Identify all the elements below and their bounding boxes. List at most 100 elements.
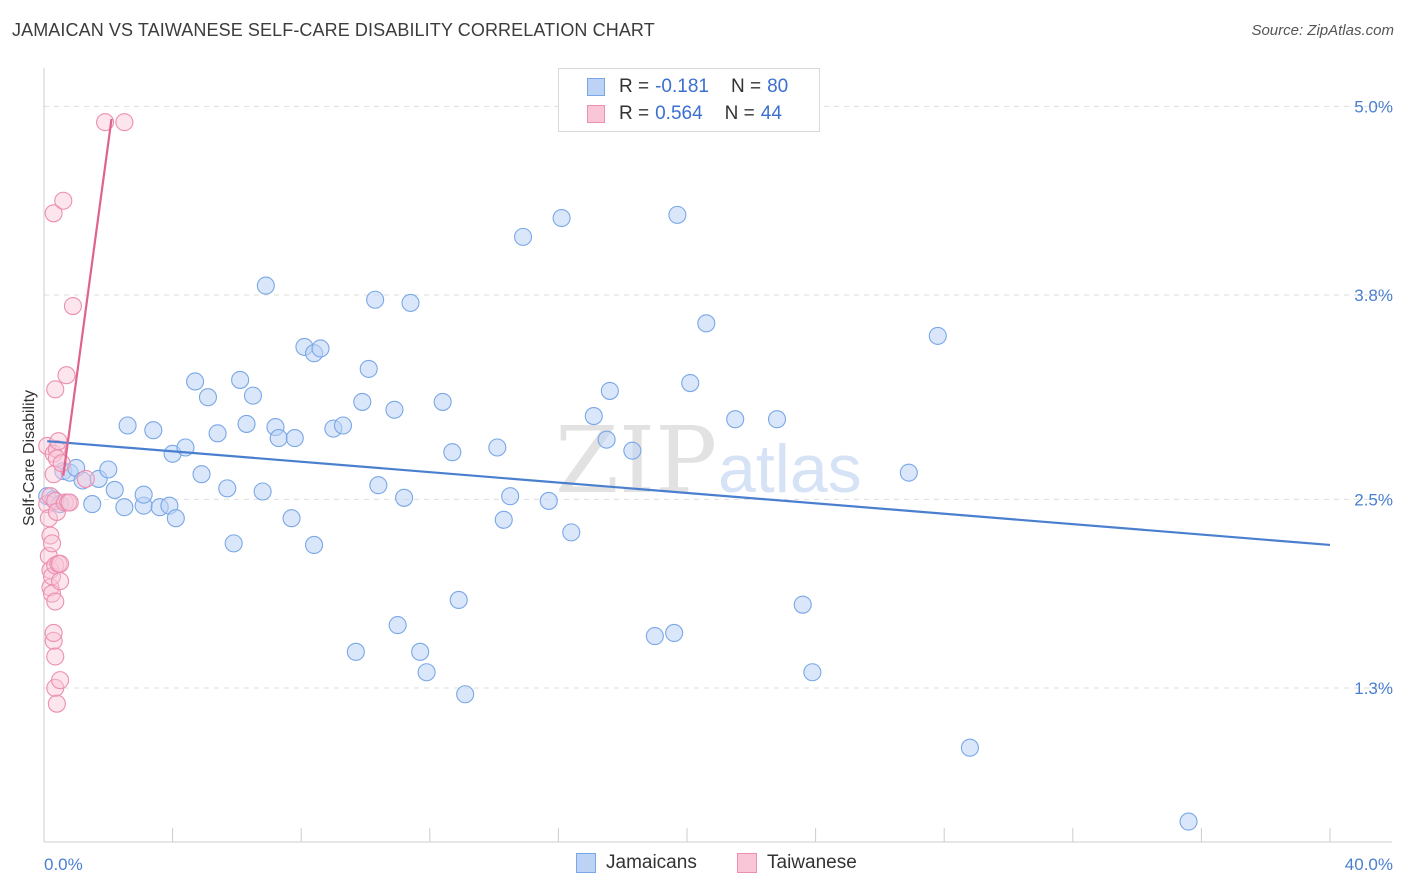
- jamaicans-point: [401, 293, 420, 312]
- jamaicans-point: [118, 416, 137, 435]
- jamaicans-point: [597, 430, 616, 449]
- jamaicans-point: [539, 491, 558, 510]
- legend-swatch-jamaicans: [576, 853, 596, 873]
- chart-source: Source: ZipAtlas.com: [1251, 22, 1394, 39]
- stats-legend: R = -0.181 N = 80 R = 0.564 N = 44: [558, 68, 820, 132]
- jamaicans-point: [186, 372, 205, 391]
- jamaicans-point: [99, 460, 118, 479]
- taiwanese-point: [54, 191, 73, 210]
- jamaicans-point: [562, 523, 581, 542]
- jamaicans-point: [726, 410, 745, 429]
- jamaicans-point: [899, 463, 918, 482]
- jamaicans-point: [793, 595, 812, 614]
- jamaicans-point: [224, 534, 243, 553]
- legend-n-label: N =: [730, 76, 762, 97]
- jamaicans-point: [645, 627, 664, 646]
- jamaicans-point: [417, 663, 436, 682]
- jamaicans-point: [552, 208, 571, 228]
- jamaicans-point: [665, 623, 684, 643]
- taiwanese-point: [60, 493, 79, 512]
- watermark-atlas: atlas: [718, 431, 862, 507]
- jamaicans-point: [269, 429, 288, 448]
- jamaicans-point: [385, 400, 404, 419]
- legend-r-value: 0.564: [655, 103, 703, 124]
- legend-item-jamaicans[interactable]: Jamaicans: [576, 852, 697, 874]
- y-axis-label: Self-Care Disability: [21, 390, 38, 526]
- jamaicans-point: [388, 616, 407, 635]
- jamaicans-point: [494, 510, 513, 529]
- legend-r-value: -0.181: [655, 76, 709, 97]
- jamaicans-point: [243, 386, 263, 405]
- taiwanese-point: [63, 296, 82, 316]
- series-legend: Jamaicans Taiwanese: [0, 852, 1406, 878]
- jamaicans-point: [1179, 812, 1198, 831]
- y-tick-label: 5.0%: [1354, 97, 1393, 116]
- jamaicans-point: [501, 487, 520, 506]
- taiwanese-trend-line: [62, 118, 113, 476]
- taiwanese-point: [76, 469, 95, 488]
- watermark: ZIP atlas: [555, 407, 862, 514]
- jamaicans-point: [369, 476, 388, 495]
- jamaicans-point: [411, 642, 430, 661]
- trend-lines: [47, 118, 1331, 547]
- taiwanese-point: [44, 623, 63, 643]
- legend-item-taiwanese[interactable]: Taiwanese: [737, 852, 857, 874]
- legend-row-taiwanese: R = 0.564 N = 44: [587, 102, 782, 126]
- jamaicans-point: [803, 663, 822, 682]
- x-tick-label-min: 0.0%: [44, 855, 83, 874]
- jamaicans-point: [456, 685, 475, 704]
- jamaicans-point: [346, 642, 365, 661]
- jamaicans-point: [311, 339, 330, 358]
- grid-lines: [44, 105, 1392, 689]
- jamaicans-point: [256, 276, 275, 295]
- legend-r-label: R =: [619, 103, 650, 124]
- jamaicans-point: [366, 290, 385, 309]
- jamaicans-point: [198, 388, 218, 407]
- jamaicans-point: [231, 370, 250, 389]
- jamaicans-point: [623, 441, 642, 460]
- legend-r-label: R =: [619, 76, 650, 97]
- jamaicans-point: [134, 485, 153, 504]
- jamaicans-point: [115, 498, 134, 517]
- taiwanese-point: [51, 671, 70, 690]
- taiwanese-point: [44, 631, 63, 650]
- jamaicans-point: [144, 421, 163, 440]
- taiwanese-point: [47, 694, 66, 713]
- taiwanese-point: [42, 534, 62, 553]
- jamaicans-point: [395, 488, 414, 507]
- axes: [43, 68, 1392, 843]
- jamaicans-point: [668, 205, 687, 224]
- jamaicans-point: [166, 509, 185, 528]
- jamaicans-point: [928, 326, 947, 345]
- jamaicans-point: [443, 443, 462, 462]
- legend-row-jamaicans: R = -0.181 N = 80: [587, 75, 788, 99]
- jamaicans-point: [333, 416, 353, 435]
- y-tick-label: 1.3%: [1354, 679, 1393, 698]
- jamaicans-point: [253, 482, 272, 501]
- taiwanese-point: [115, 113, 134, 132]
- jamaicans-point: [584, 407, 603, 426]
- taiwanese-point: [51, 554, 70, 573]
- jamaicans-point: [305, 535, 324, 554]
- legend-label-taiwanese: Taiwanese: [767, 852, 857, 873]
- jamaicans-point: [488, 438, 507, 457]
- jamaicans-point: [218, 479, 237, 498]
- jamaicans-point: [960, 738, 979, 757]
- legend-n-label: N =: [724, 103, 755, 124]
- jamaicans-point: [353, 392, 372, 411]
- jamaicans-point: [697, 314, 716, 333]
- legend-swatch-taiwanese: [587, 105, 605, 123]
- jamaicans-point: [285, 429, 304, 448]
- jamaicans-point: [433, 392, 452, 411]
- taiwanese-point: [44, 204, 63, 223]
- jamaicans-trend-line: [47, 440, 1331, 547]
- legend-n-value: 44: [760, 103, 782, 124]
- jamaicans-point: [513, 227, 533, 246]
- legend-swatch-taiwanese: [737, 853, 757, 873]
- jamaicans-point: [208, 424, 227, 443]
- jamaicans-point: [105, 480, 124, 499]
- jamaicans-point: [681, 374, 700, 393]
- jamaicans-point: [600, 381, 619, 400]
- jamaicans-point: [192, 465, 211, 484]
